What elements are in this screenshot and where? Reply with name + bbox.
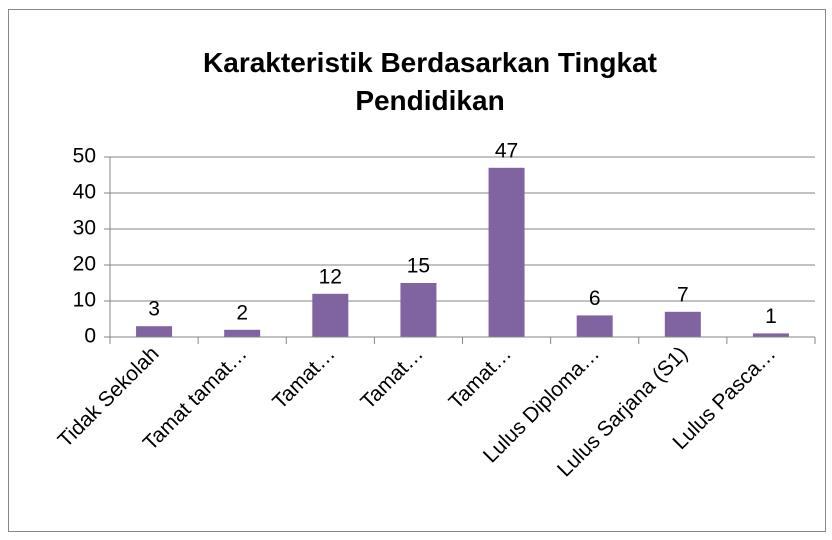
chart-border bbox=[8, 9, 826, 532]
y-tick-label: 10 bbox=[73, 289, 96, 312]
data-label: 6 bbox=[589, 287, 601, 310]
bar bbox=[224, 329, 261, 337]
data-label: 3 bbox=[148, 298, 160, 321]
data-label: 47 bbox=[495, 139, 518, 162]
y-tick-label: 50 bbox=[73, 145, 96, 168]
bar bbox=[488, 167, 525, 337]
bar bbox=[400, 283, 437, 337]
data-label: 12 bbox=[319, 265, 342, 288]
data-label: 2 bbox=[236, 301, 248, 324]
y-tick-label: 30 bbox=[73, 217, 96, 240]
data-label: 15 bbox=[407, 255, 430, 278]
bar bbox=[312, 293, 349, 337]
chart-title: Karakteristik Berdasarkan Tingkat Pendid… bbox=[203, 47, 657, 116]
data-label: 7 bbox=[677, 283, 689, 306]
bar bbox=[576, 315, 613, 337]
bar bbox=[136, 326, 173, 337]
bar bbox=[752, 333, 789, 337]
y-tick-label: 40 bbox=[73, 181, 96, 204]
data-label: 1 bbox=[765, 305, 777, 328]
bar bbox=[664, 311, 701, 337]
y-tick-label: 0 bbox=[84, 325, 96, 348]
y-tick-label: 20 bbox=[73, 253, 96, 276]
